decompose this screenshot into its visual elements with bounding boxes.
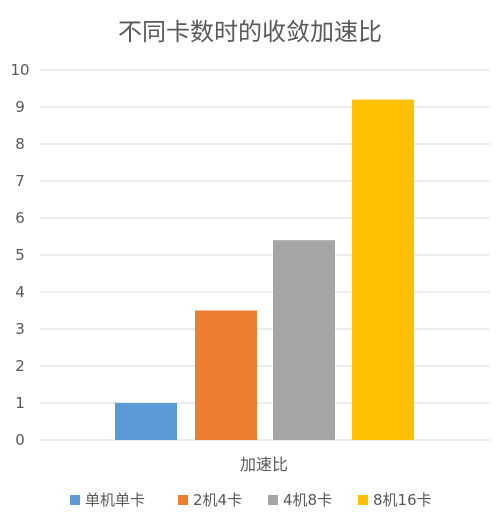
legend-label-1: 单机单卡 [85, 491, 145, 509]
legend-swatch-1 [70, 495, 80, 505]
chart-title: 不同卡数时的收敛加速比 [118, 18, 382, 46]
bar-2 [195, 310, 257, 440]
y-tick-label: 3 [15, 320, 25, 338]
bar-4 [352, 99, 414, 440]
y-axis-tick-labels: 0 1 2 3 4 5 6 7 8 9 10 [10, 61, 29, 449]
legend-swatch-2 [178, 495, 188, 505]
gridlines [40, 69, 490, 441]
y-tick-label: 7 [15, 172, 25, 190]
y-tick-label: 5 [15, 246, 25, 264]
legend-label-4: 8机16卡 [373, 491, 432, 509]
bars [115, 99, 414, 440]
y-tick-label: 6 [15, 209, 25, 227]
y-tick-label: 0 [15, 431, 25, 449]
legend-swatch-4 [358, 495, 368, 505]
legend-label-2: 2机4卡 [193, 491, 242, 509]
bar-1 [115, 403, 177, 440]
y-tick-label: 8 [15, 135, 25, 153]
y-tick-label: 10 [10, 61, 29, 79]
bar-3 [273, 240, 335, 440]
legend-swatch-3 [268, 495, 278, 505]
y-tick-label: 4 [15, 283, 25, 301]
legend: 单机单卡 2机4卡 4机8卡 8机16卡 [70, 491, 432, 509]
legend-label-3: 4机8卡 [283, 491, 332, 509]
x-axis-category-labels: 加速比 [240, 455, 288, 474]
y-tick-label: 1 [15, 394, 25, 412]
y-tick-label: 2 [15, 357, 25, 375]
x-category-label: 加速比 [240, 455, 288, 474]
y-tick-label: 9 [15, 98, 25, 116]
